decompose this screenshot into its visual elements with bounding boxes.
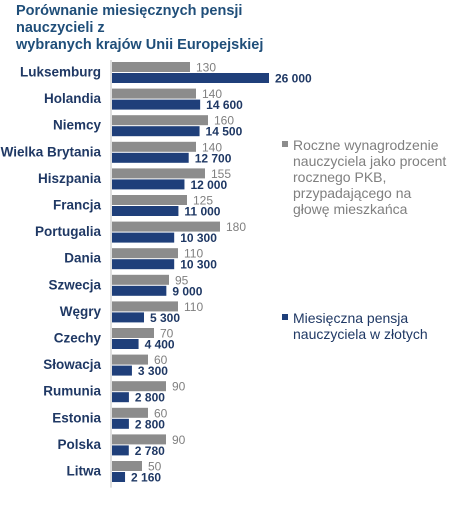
category-label: Holandia [44, 91, 101, 106]
data-label-percent-gdp: 90 [172, 433, 186, 447]
legend-label-percent-gdp: Roczne wynagrodzenie nauczyciela jako pr… [293, 137, 447, 217]
chart-title-line-1: Porównanie miesięcznych pensji nauczycie… [16, 3, 243, 36]
data-label-monthly-salary: 14 600 [206, 98, 243, 112]
data-label-percent-gdp: 130 [196, 61, 216, 75]
category-label: Czechy [54, 331, 102, 346]
bar-monthly-salary [112, 418, 129, 429]
legend-swatch-navy [282, 314, 288, 320]
bar-monthly-salary [112, 232, 175, 243]
legend-swatch-grey [282, 141, 288, 147]
data-label-percent-gdp: 60 [154, 406, 168, 420]
bar-percent-gdp [112, 461, 142, 471]
bar-percent-gdp [112, 407, 148, 418]
bar-monthly-salary [112, 312, 145, 323]
bar-percent-gdp [112, 62, 190, 72]
legend-item-percent-gdp: Roczne wynagrodzenie nauczyciela jako pr… [282, 137, 447, 217]
legend-item-monthly-salary: Miesięczna pensja nauczyciela w złotych [282, 310, 447, 342]
data-label-monthly-salary: 3 300 [138, 364, 168, 378]
data-label-percent-gdp: 160 [214, 114, 234, 128]
data-label-percent-gdp: 95 [175, 273, 189, 287]
data-label-monthly-salary: 2 800 [135, 391, 165, 405]
data-label-monthly-salary: 4 400 [145, 338, 175, 352]
bar-monthly-salary [112, 339, 139, 349]
data-label-monthly-salary: 2 160 [131, 471, 161, 485]
category-label: Portugalia [35, 224, 102, 239]
data-label-percent-gdp: 125 [193, 194, 213, 208]
data-label-percent-gdp: 180 [226, 220, 246, 234]
bar-monthly-salary [112, 206, 179, 216]
data-label-percent-gdp: 140 [202, 140, 222, 154]
legend-label-monthly-salary: Miesięczna pensja nauczyciela w złotych [293, 310, 428, 342]
data-label-percent-gdp: 70 [160, 327, 174, 341]
bar-monthly-salary [112, 445, 129, 456]
bar-monthly-salary [112, 392, 129, 403]
data-label-monthly-salary: 14 500 [206, 125, 243, 139]
bar-monthly-salary [112, 472, 126, 482]
category-label: Francja [53, 198, 102, 213]
category-label: Hiszpania [38, 171, 102, 186]
chart-title-line-2: wybranych krajów Unii Europejskiej [16, 37, 264, 53]
bar-percent-gdp [112, 434, 166, 445]
bar-monthly-salary [112, 99, 201, 110]
category-label: Polska [57, 437, 101, 452]
category-label: Szwecja [48, 277, 101, 292]
data-label-monthly-salary: 2 780 [135, 444, 165, 458]
bar-monthly-salary [112, 73, 269, 83]
bar-percent-gdp [112, 88, 196, 99]
bar-percent-gdp [112, 115, 208, 126]
category-label: Wielka Brytania [1, 144, 102, 159]
data-label-percent-gdp: 50 [148, 460, 162, 474]
bar-percent-gdp [112, 274, 169, 285]
data-label-monthly-salary: 10 300 [180, 258, 217, 272]
category-label: Niemcy [53, 118, 102, 133]
bar-percent-gdp [112, 248, 178, 259]
bar-monthly-salary [112, 259, 175, 270]
category-label: Słowacja [43, 357, 101, 372]
bar-percent-gdp [112, 168, 205, 179]
data-label-monthly-salary: 2 800 [135, 417, 165, 431]
category-label: Estonia [52, 410, 101, 425]
bar-monthly-salary [112, 179, 185, 190]
bar-monthly-salary [112, 285, 167, 296]
bar-monthly-salary [112, 126, 200, 137]
data-label-percent-gdp: 90 [172, 380, 186, 394]
bar-monthly-salary [112, 365, 132, 376]
bar-percent-gdp [112, 301, 178, 312]
data-label-monthly-salary: 12 000 [190, 178, 227, 192]
data-label-monthly-salary: 5 300 [150, 311, 180, 325]
bar-monthly-salary [112, 152, 189, 163]
bar-percent-gdp [112, 381, 166, 392]
data-label-monthly-salary: 11 000 [184, 205, 220, 219]
data-label-percent-gdp: 155 [211, 167, 231, 181]
bar-percent-gdp [112, 141, 196, 152]
category-label: Litwa [66, 464, 101, 479]
data-label-percent-gdp: 110 [184, 300, 203, 314]
data-label-percent-gdp: 60 [154, 353, 168, 367]
category-label: Węgry [60, 304, 102, 319]
bar-percent-gdp [112, 328, 154, 338]
data-label-monthly-salary: 10 300 [180, 231, 217, 245]
bar-percent-gdp [112, 221, 220, 232]
category-label: Rumunia [43, 384, 101, 399]
category-label: Dania [64, 251, 101, 266]
bar-percent-gdp [112, 354, 148, 365]
data-label-monthly-salary: 26 000 [275, 72, 312, 86]
category-label: Luksemburg [20, 65, 101, 80]
bar-percent-gdp [112, 195, 187, 205]
data-label-monthly-salary: 9 000 [172, 284, 202, 298]
data-label-percent-gdp: 110 [184, 247, 203, 261]
chart-title: Porównanie miesięcznych pensji nauczycie… [16, 3, 316, 54]
data-label-monthly-salary: 12 700 [195, 151, 232, 165]
data-label-percent-gdp: 140 [202, 87, 222, 101]
